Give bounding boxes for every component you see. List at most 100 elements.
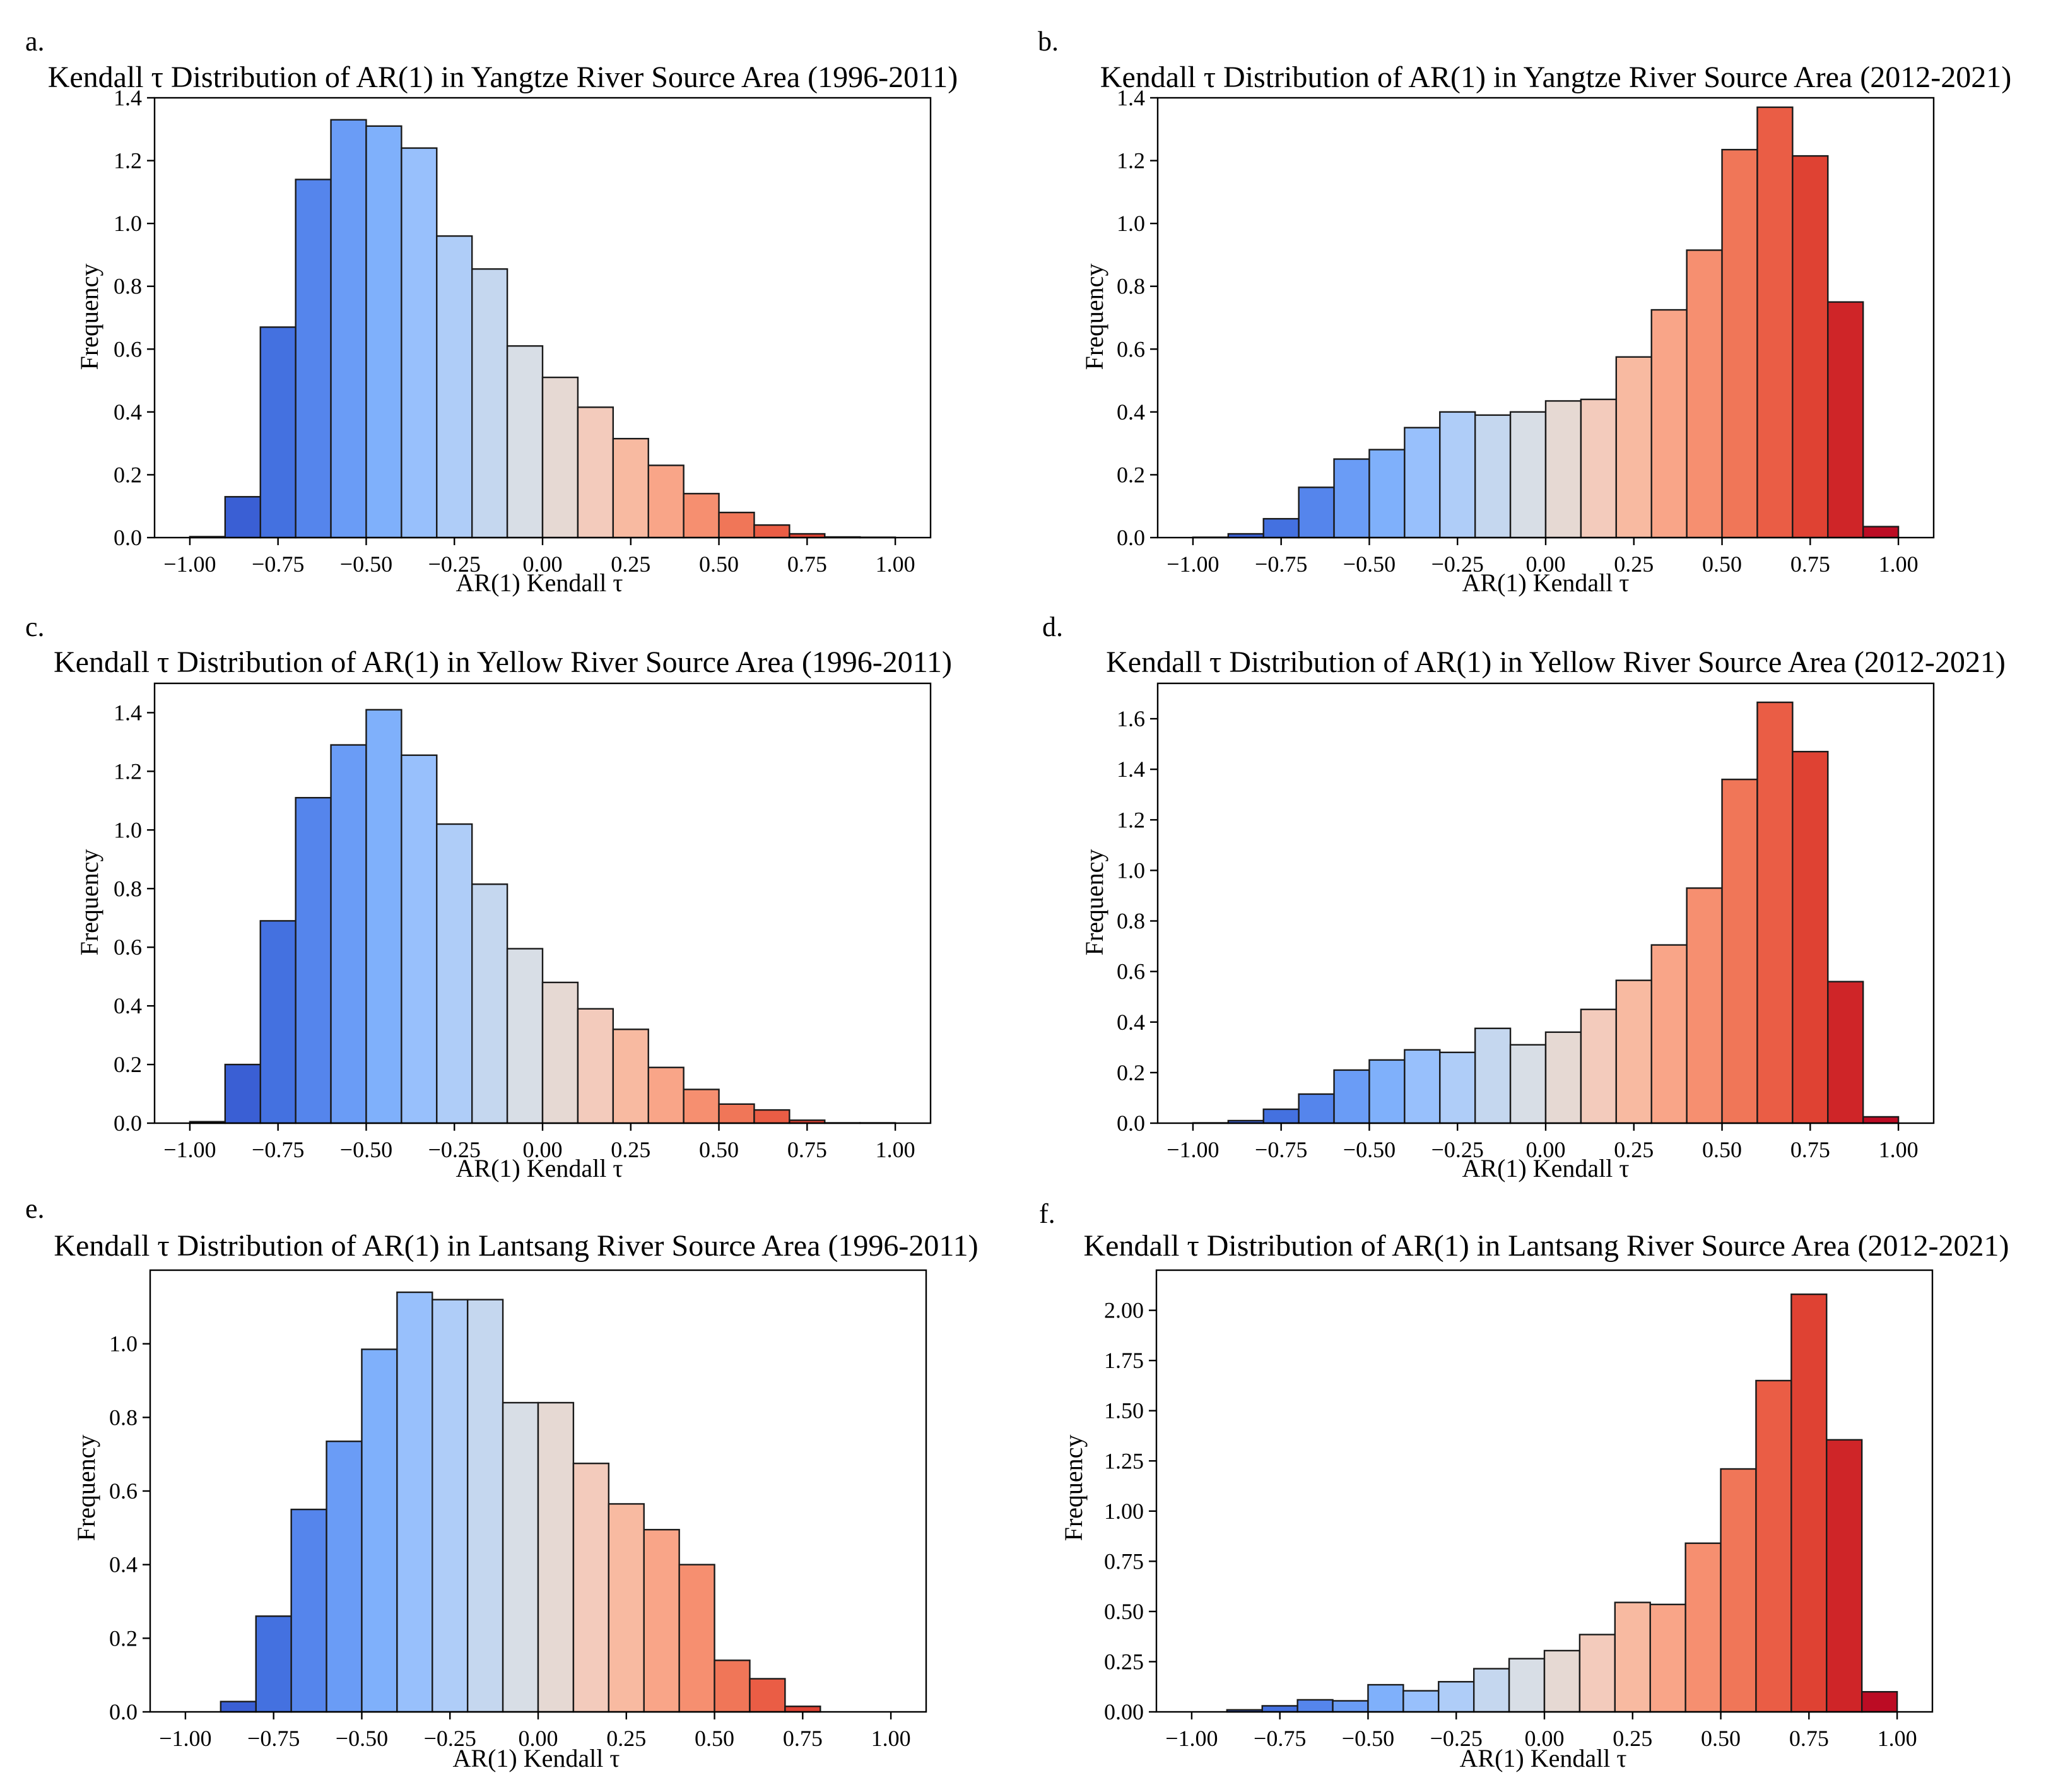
bar-d-3: [1262, 1108, 1300, 1124]
bar-b-7: [1404, 427, 1441, 539]
y-tick-label-b-5: 0.8: [1117, 274, 1145, 299]
y-tick-label-e-3: 0.4: [109, 1552, 138, 1577]
y-tick-label-c-8: 1.4: [114, 700, 142, 725]
bar-c-14: [647, 1066, 685, 1124]
y-tick-label-a-2: 0.2: [114, 462, 142, 487]
y-tick-label-d-6: 1.0: [1117, 858, 1145, 883]
panel-d: d. Kendall τ Distribution of AR(1) in Ye…: [1042, 611, 2006, 1182]
y-tick-label-d-2: 0.2: [1117, 1060, 1145, 1085]
x-tick-label-f-9: 1.00: [1878, 1726, 1917, 1751]
bar-e-16: [714, 1659, 751, 1713]
chart-title-b: Kendall τ Distribution of AR(1) in Yangt…: [1100, 61, 2011, 94]
y-tick-label-f-1: 0.00: [1104, 1699, 1144, 1724]
bar-b-19: [1827, 301, 1864, 539]
y-tick-label-b-8: 1.4: [1117, 85, 1145, 110]
bar-a-10: [506, 345, 544, 539]
bar-f-20: [1860, 1690, 1898, 1713]
y-tick-label-e-4: 0.6: [109, 1478, 138, 1504]
y-tick-label-c-2: 0.2: [114, 1052, 142, 1077]
y-tick-label-a-8: 1.4: [114, 85, 142, 110]
y-axis-label-c: Frequency: [75, 849, 103, 956]
bar-c-15: [683, 1088, 720, 1124]
bar-f-18: [1790, 1293, 1828, 1713]
y-tick-label-b-6: 1.0: [1117, 211, 1145, 236]
bar-d-6: [1368, 1059, 1406, 1124]
y-tick-label-f-7: 1.50: [1104, 1398, 1144, 1424]
x-tick-label-a-2: −0.75: [252, 551, 304, 577]
bar-a-16: [718, 511, 755, 539]
y-tick-label-a-1: 0.0: [114, 525, 142, 550]
bar-b-16: [1721, 148, 1758, 539]
y-tick-label-d-8: 1.4: [1117, 757, 1145, 782]
x-tick-label-f-2: −0.75: [1254, 1726, 1306, 1751]
bar-c-17: [753, 1109, 791, 1124]
panel-f: f. Kendall τ Distribution of AR(1) in La…: [1039, 1198, 2009, 1772]
y-tick-label-f-6: 1.25: [1104, 1448, 1144, 1473]
y-tick-label-d-1: 0.0: [1117, 1111, 1145, 1136]
x-axis-label-c: AR(1) Kendall τ: [456, 1154, 623, 1182]
plot-area-d: −1.00 −0.75 −0.50 −0.25 0.00 0.25 0.50 0.75 1.00…: [1117, 682, 1935, 1162]
bar-f-12: [1578, 1634, 1616, 1713]
bar-d-15: [1686, 887, 1723, 1124]
bar-b-17: [1756, 106, 1794, 539]
bar-c-4: [295, 797, 332, 1124]
plot-area-c: −1.00 −0.75 −0.50 −0.25 0.00 0.25 0.50 0.75 1.00…: [114, 682, 932, 1162]
x-axis-label-a: AR(1) Kendall τ: [456, 569, 623, 597]
bar-b-18: [1792, 155, 1829, 539]
bar-c-6: [365, 709, 403, 1124]
x-tick-label-e-6: 0.25: [606, 1726, 646, 1751]
x-tick-label-a-7: 0.50: [699, 551, 739, 577]
bar-d-9: [1474, 1027, 1512, 1124]
y-axis-label-b: Frequency: [1080, 264, 1108, 370]
plot-area-f: −1.00 −0.75 −0.50 −0.25 0.00 0.25 0.50 0.75 1.00…: [1104, 1269, 1934, 1751]
x-tick-label-e-2: −0.75: [247, 1726, 300, 1751]
x-tick-label-e-1: −1.00: [159, 1726, 211, 1751]
x-tick-label-e-5: 0.00: [519, 1726, 558, 1751]
bar-a-11: [541, 376, 579, 539]
bar-d-14: [1650, 944, 1688, 1124]
x-tick-label-a-4: −0.25: [428, 551, 481, 577]
bar-b-8: [1439, 411, 1476, 539]
x-tick-label-a-9: 1.00: [876, 551, 915, 577]
y-tick-label-f-4: 0.75: [1104, 1548, 1144, 1574]
y-tick-label-b-2: 0.2: [1117, 462, 1145, 487]
x-axis-label-b: AR(1) Kendall τ: [1462, 569, 1630, 597]
x-axis-label-f: AR(1) Kendall τ: [1460, 1744, 1627, 1772]
bar-d-8: [1439, 1051, 1476, 1124]
y-tick-label-e-1: 0.0: [109, 1699, 138, 1724]
panel-a: a. Kendall τ Distribution of AR(1) in Ya…: [25, 26, 958, 597]
bar-a-5: [330, 119, 367, 539]
x-tick-label-c-8: 0.75: [787, 1137, 827, 1162]
y-tick-label-b-4: 0.6: [1117, 336, 1145, 362]
x-tick-label-c-5: 0.00: [523, 1137, 563, 1162]
bar-f-7: [1402, 1690, 1440, 1713]
x-tick-label-b-8: 0.75: [1790, 551, 1830, 577]
x-tick-label-c-6: 0.25: [611, 1137, 650, 1162]
x-axis-label-e: AR(1) Kendall τ: [453, 1744, 620, 1772]
y-tick-label-c-7: 1.2: [114, 758, 142, 784]
bar-b-4: [1298, 486, 1335, 539]
bar-f-4: [1296, 1699, 1334, 1713]
bar-e-8: [432, 1299, 469, 1713]
x-tick-label-a-8: 0.75: [787, 551, 827, 577]
bar-e-6: [361, 1348, 398, 1713]
x-tick-label-d-9: 1.00: [1879, 1137, 1919, 1162]
x-tick-label-b-6: 0.25: [1614, 551, 1654, 577]
x-tick-label-c-4: −0.25: [428, 1137, 481, 1162]
bar-c-12: [577, 1008, 614, 1124]
bar-b-9: [1474, 414, 1512, 539]
y-tick-label-b-3: 0.4: [1117, 399, 1145, 425]
x-tick-label-f-5: 0.00: [1525, 1726, 1565, 1751]
bar-f-16: [1720, 1468, 1757, 1713]
x-tick-label-f-8: 0.75: [1789, 1726, 1829, 1751]
x-tick-label-f-4: −0.25: [1430, 1726, 1483, 1751]
chart-title-f: Kendall τ Distribution of AR(1) in Lants…: [1084, 1229, 2009, 1263]
plot-area-a: −1.00 −0.75 −0.50 −0.25 0.00 0.25 0.50 0.75 1.00…: [114, 85, 932, 577]
panel-letter-b: b.: [1038, 26, 1059, 57]
panel-letter-e: e.: [25, 1193, 45, 1224]
y-tick-label-e-5: 0.8: [109, 1405, 138, 1430]
y-axis-label-d: Frequency: [1080, 849, 1108, 956]
bar-c-5: [330, 744, 367, 1124]
y-tick-label-f-5: 1.00: [1104, 1499, 1144, 1524]
